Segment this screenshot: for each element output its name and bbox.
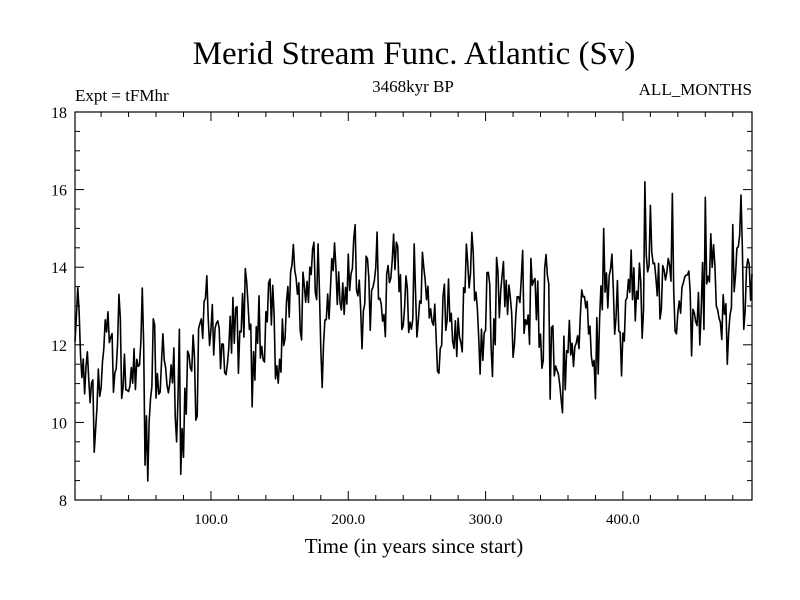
plot-frame <box>74 111 753 501</box>
x-axis-title: Time (in years since start) <box>305 534 524 558</box>
y-axis: 8 10 12 14 16 18 <box>51 105 752 510</box>
months-label: ALL_MONTHS <box>639 80 752 99</box>
series-line <box>74 181 753 482</box>
y-tick-label: 12 <box>51 338 67 355</box>
x-tick-label: 300.0 <box>469 512 503 528</box>
x-tick-label: 400.0 <box>606 512 640 528</box>
x-tick-label: 200.0 <box>331 512 365 528</box>
experiment-label: Expt = tFMhr <box>75 86 169 105</box>
x-axis: 100.0 200.0 300.0 400.0 <box>100 112 734 528</box>
y-tick-label: 16 <box>51 183 67 200</box>
y-tick-label: 18 <box>51 105 67 122</box>
y-tick-label: 14 <box>51 260 67 277</box>
y-tick-label: 8 <box>59 493 67 510</box>
period-label: 3468kyr BP <box>372 77 454 96</box>
x-tick-label: 100.0 <box>194 512 228 528</box>
y-tick-label: 10 <box>51 415 67 432</box>
chart-title: Merid Stream Func. Atlantic (Sv) <box>193 36 636 72</box>
